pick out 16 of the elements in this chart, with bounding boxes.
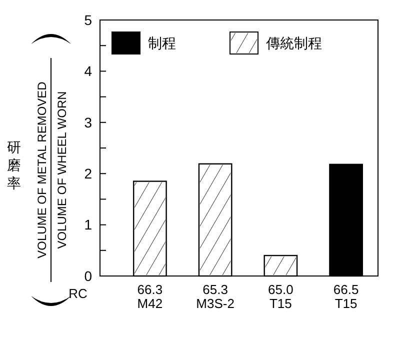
y-tick-label: 3 xyxy=(84,114,92,130)
legend-label: 傳統制程 xyxy=(265,34,322,51)
y-tick-label: 1 xyxy=(84,216,92,233)
text: VOLUME OF WHEEL WORN xyxy=(55,91,69,249)
y-tick-label: 5 xyxy=(84,12,92,28)
x-tick-label: 66.5 T15 xyxy=(333,282,359,311)
y-tick-label: 0 xyxy=(84,268,92,284)
x-axis-title: RC xyxy=(68,286,88,301)
x-tick-label: 65.3 M3S-2 xyxy=(196,282,234,311)
y-tick-label: 2 xyxy=(84,166,92,182)
y-tick-label: 4 xyxy=(84,63,92,80)
x-tick-label: 65.0 T15 xyxy=(268,282,294,311)
legend-label: 制程 xyxy=(148,34,176,51)
text: VOLUME OF METAL REMOVED xyxy=(35,81,49,258)
y-axis-title: 研磨率 xyxy=(7,138,21,191)
x-tick-label: 66.3 M42 xyxy=(137,282,163,311)
